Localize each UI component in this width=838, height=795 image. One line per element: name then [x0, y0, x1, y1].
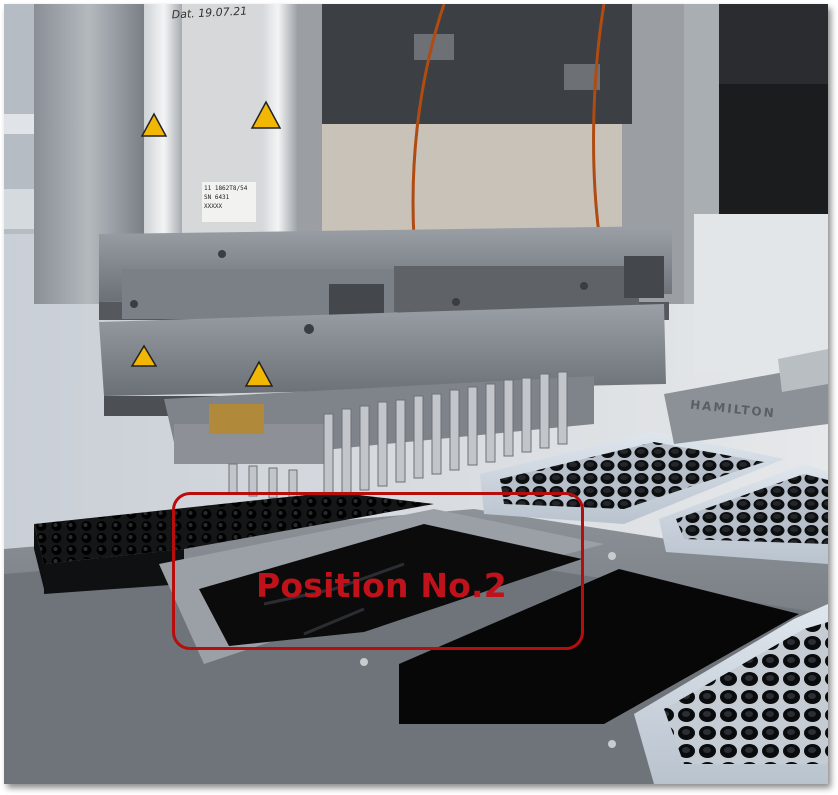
position-callout-label: Position No.2	[256, 566, 507, 605]
head-serial-label: 11 1862T8/54 SN 6431 XXXXX	[202, 182, 256, 222]
head-label-line: SN 6431	[204, 194, 230, 201]
robot-scene	[4, 4, 828, 784]
head-date-stamp: Dat. 19.07.21	[171, 4, 248, 22]
lab-photo: Dat. 19.07.21 11 1862T8/54 SN 6431 XXXXX…	[4, 4, 828, 784]
head-label-line: XXXXX	[204, 203, 223, 210]
head-label-line: 11 1862T8/54	[204, 185, 248, 192]
position-callout-box	[172, 492, 584, 650]
